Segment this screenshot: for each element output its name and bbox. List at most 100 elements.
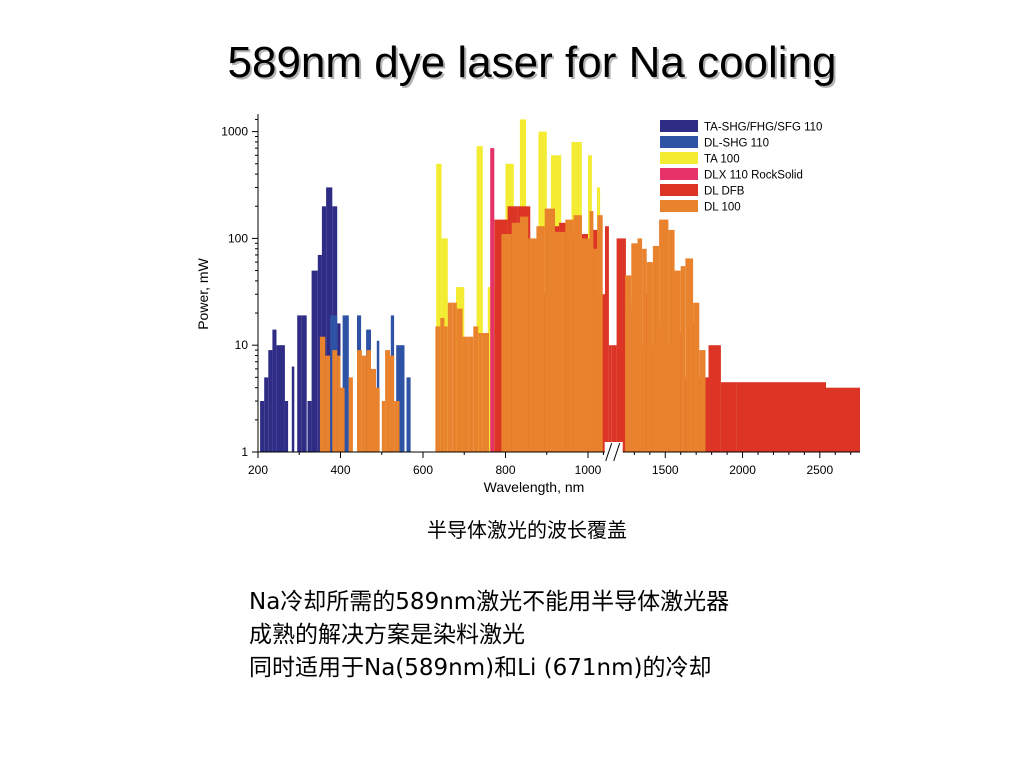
bar-dl-100-11 <box>381 401 386 452</box>
bar-dl-100-24 <box>478 333 483 452</box>
bar-ta-shg-fhg-sfg-110-12 <box>321 206 326 452</box>
legend-label: DLX 110 RockSolid <box>704 170 803 182</box>
bar-dl-100-43 <box>642 248 647 452</box>
bar-dl-100-45 <box>652 245 660 452</box>
legend-swatch <box>660 200 698 212</box>
bar-dl-dfb-14 <box>616 238 626 452</box>
bar-dl-100-30 <box>536 226 545 452</box>
bar-dl-100-46 <box>659 219 669 452</box>
x-axis-title: Wavelength, nm <box>484 479 585 495</box>
y-tick-label-100: 100 <box>228 231 248 245</box>
x-tick-label-1500: 1500 <box>652 463 679 477</box>
bars-layer <box>260 119 860 453</box>
bar-dl-100-29 <box>528 238 537 452</box>
body-text: Na冷却所需的589nm激光不能用半导体激光器 成熟的解决方案是染料激光 同时适… <box>249 586 969 685</box>
bar-dl-100-2 <box>332 350 338 452</box>
bar-dl-100-12 <box>385 350 390 452</box>
wavelength-coverage-chart: 1 10 100 1000 200 400 600 800 1000 1500 2000 2500 Wa… <box>188 108 868 508</box>
body-line-3: 同时适用于Na(589nm)和Li (671nm)的冷却 <box>249 655 712 681</box>
bar-dl-100-50 <box>685 258 694 452</box>
bar-ta-shg-fhg-sfg-110-4 <box>276 345 285 452</box>
x-tick-label-600: 600 <box>413 463 433 477</box>
legend-item-0: TA-SHG/FHG/SFG 110 <box>660 120 822 134</box>
bar-dl-100-36 <box>589 211 594 452</box>
bar-ta-shg-fhg-sfg-110-10 <box>311 270 318 452</box>
legend-item-5: DL 100 <box>660 200 741 214</box>
bar-dl-dfb-34 <box>826 387 860 452</box>
axis-break-marks <box>604 442 623 462</box>
bar-dl-100-42 <box>637 238 643 452</box>
x-tick-label-200: 200 <box>248 463 268 477</box>
bar-dl-100-10 <box>376 387 380 452</box>
bar-dl-100-7 <box>361 355 367 452</box>
bar-dl-100-38 <box>597 215 602 452</box>
legend-label: DL 100 <box>704 202 741 214</box>
bar-dl-100-47 <box>668 229 675 452</box>
y-axis-title: Power, mW <box>195 257 211 329</box>
bar-dl-100-25 <box>482 333 489 452</box>
x-tick-label-800: 800 <box>495 463 515 477</box>
bar-dl-100-3 <box>337 355 341 452</box>
bar-dl-100-31 <box>544 208 555 452</box>
legend-label: DL-SHG 110 <box>704 138 769 150</box>
bar-ta-100-3 <box>476 146 483 452</box>
legend-item-1: DL-SHG 110 <box>660 136 769 150</box>
legend-swatch <box>660 184 698 196</box>
bar-dl-dfb-30 <box>708 345 721 452</box>
legend-label: TA 100 <box>704 154 740 166</box>
bar-dl-100-39 <box>600 215 603 452</box>
bar-dl-shg-110-1 <box>342 315 349 452</box>
bar-dl-100-4 <box>340 387 345 452</box>
bar-dl-100-32 <box>555 231 566 452</box>
bar-ta-shg-fhg-sfg-110-13 <box>326 187 333 452</box>
x-tick-label-1000: 1000 <box>575 463 602 477</box>
bar-dl-100-20 <box>456 308 463 452</box>
bar-ta-shg-fhg-sfg-110-0 <box>260 401 265 452</box>
bar-dl-100-37 <box>593 248 598 452</box>
bar-dl-100-49 <box>680 266 686 452</box>
bar-ta-shg-fhg-sfg-110-3 <box>272 329 277 452</box>
bar-dlx-110-rocksolid-0 <box>490 148 495 452</box>
bar-ta-100-0 <box>436 163 442 453</box>
bar-dl-100-52 <box>699 350 706 452</box>
bar-dl-100-19 <box>452 302 457 452</box>
bar-dl-100-35 <box>581 238 590 452</box>
bar-dl-100-40 <box>625 275 632 452</box>
bar-dl-dfb-11 <box>605 226 609 452</box>
bar-dl-100-34 <box>573 215 582 452</box>
bar-dl-100-27 <box>511 222 520 452</box>
bar-dl-100-41 <box>631 243 638 452</box>
bar-ta-shg-fhg-sfg-110-7 <box>297 315 302 452</box>
bar-dl-100-13 <box>390 355 395 452</box>
bar-ta-shg-fhg-sfg-110-9 <box>307 401 312 452</box>
chart-caption: 半导体激光的波长覆盖 <box>427 518 627 542</box>
y-tick-label-1: 1 <box>241 445 248 459</box>
bar-dl-100-9 <box>371 368 376 452</box>
bar-ta-shg-fhg-sfg-110-11 <box>317 254 322 452</box>
legend-swatch <box>660 136 698 148</box>
bar-dl-dfb-31 <box>720 382 737 452</box>
bar-dl-100-5 <box>348 377 353 452</box>
bar-dl-100-14 <box>394 401 400 452</box>
legend-swatch <box>660 152 698 164</box>
bar-ta-shg-fhg-sfg-110-2 <box>268 350 273 452</box>
bar-dl-100-48 <box>674 270 681 452</box>
bar-dl-100-44 <box>646 262 653 452</box>
y-tick-label-10: 10 <box>235 338 249 352</box>
bar-dl-100-17 <box>444 326 448 452</box>
legend-label: DL DFB <box>704 186 745 198</box>
x-tick-label-2500: 2500 <box>806 463 833 477</box>
legend-swatch <box>660 120 698 132</box>
bar-dl-100-8 <box>366 350 371 452</box>
bar-ta-shg-fhg-sfg-110-1 <box>264 377 269 452</box>
bar-dl-100-28 <box>519 216 529 452</box>
bar-dl-100-51 <box>693 302 700 452</box>
bar-dl-100-18 <box>447 302 453 452</box>
bar-dl-100-21 <box>462 336 469 452</box>
legend-item-2: TA 100 <box>660 152 740 166</box>
legend: TA-SHG/FHG/SFG 110 DL-SHG 110 TA 100 DLX 11… <box>660 120 822 214</box>
body-line-2: 成熟的解决方案是染料激光 <box>249 622 525 648</box>
bar-dl-100-1 <box>325 355 331 452</box>
chart-svg: 1 10 100 1000 200 400 600 800 1000 1500 2000 2500 Wa… <box>195 114 860 495</box>
bar-dl-dfb-32 <box>736 382 774 452</box>
